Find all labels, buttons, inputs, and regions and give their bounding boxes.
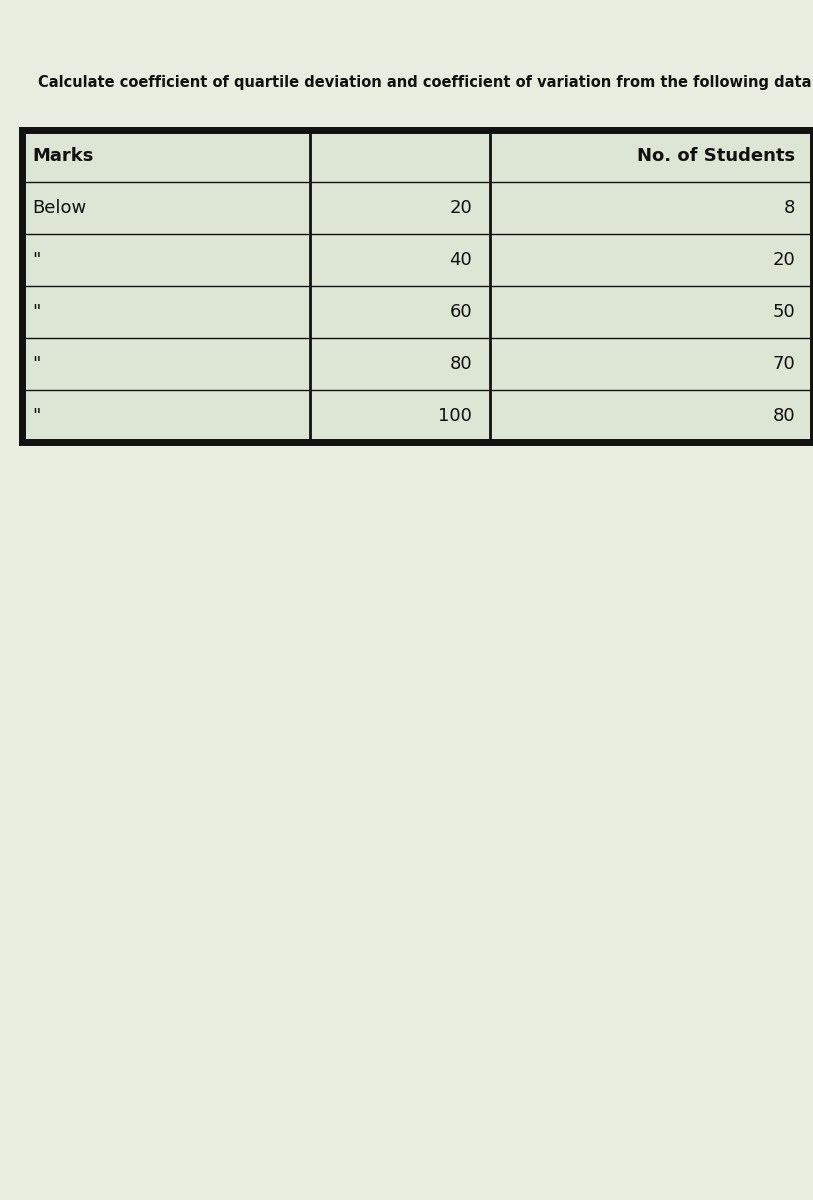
Text: ": "	[32, 251, 41, 269]
Text: 80: 80	[450, 355, 472, 373]
Text: No. of Students: No. of Students	[637, 146, 795, 164]
Text: 50: 50	[772, 302, 795, 320]
Text: ": "	[32, 407, 41, 425]
Text: 60: 60	[450, 302, 472, 320]
Text: 80: 80	[772, 407, 795, 425]
Text: ": "	[32, 355, 41, 373]
Text: 100: 100	[438, 407, 472, 425]
Text: 8: 8	[784, 199, 795, 217]
Text: Below: Below	[32, 199, 86, 217]
Text: 70: 70	[772, 355, 795, 373]
Text: 40: 40	[450, 251, 472, 269]
Text: Marks: Marks	[32, 146, 93, 164]
Text: 20: 20	[450, 199, 472, 217]
Text: ": "	[32, 302, 41, 320]
Text: 20: 20	[772, 251, 795, 269]
Text: Calculate coefficient of quartile deviation and coefficient of variation from th: Calculate coefficient of quartile deviat…	[38, 74, 811, 90]
